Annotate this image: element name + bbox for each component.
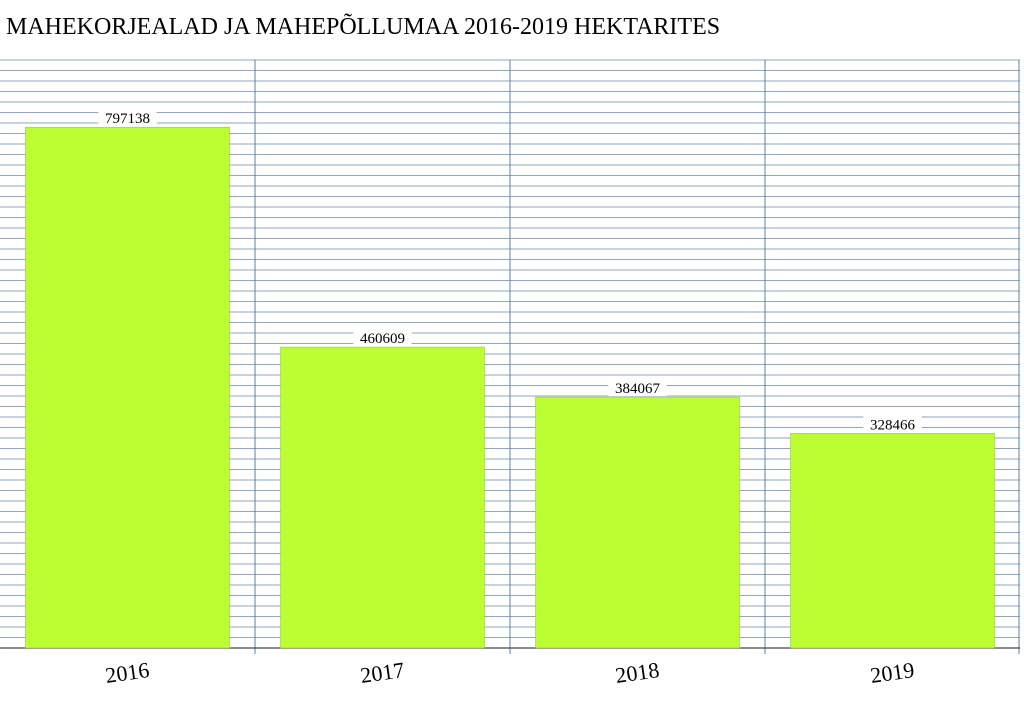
data-label-background bbox=[863, 415, 922, 433]
bar-layer bbox=[25, 126, 995, 649]
data-label-2019: 328466 bbox=[870, 417, 916, 433]
x-tick-label-2017: 2017 bbox=[359, 657, 406, 688]
bar-2016 bbox=[25, 126, 230, 649]
label-layer: 797138 2016 460609 2017 384067 2018 328466 2019 bbox=[98, 109, 922, 688]
data-label-2017: 460609 bbox=[360, 331, 405, 347]
data-label-background bbox=[353, 329, 412, 347]
bar-2019 bbox=[790, 433, 995, 649]
data-label-2018: 384067 bbox=[615, 381, 661, 397]
data-label-2016: 797138 bbox=[105, 111, 150, 127]
x-tick-label-2019: 2019 bbox=[869, 657, 916, 688]
chart-title: MAHEKORJEALAD JA MAHEPÕLLUMAA 2016-2019 … bbox=[6, 14, 721, 40]
x-tick-label-2018: 2018 bbox=[614, 657, 661, 688]
data-label-background bbox=[98, 109, 157, 127]
bar-2017 bbox=[280, 346, 485, 649]
bar-2018 bbox=[535, 396, 740, 649]
x-tick-label-2016: 2016 bbox=[104, 657, 151, 688]
data-label-background bbox=[608, 379, 667, 397]
